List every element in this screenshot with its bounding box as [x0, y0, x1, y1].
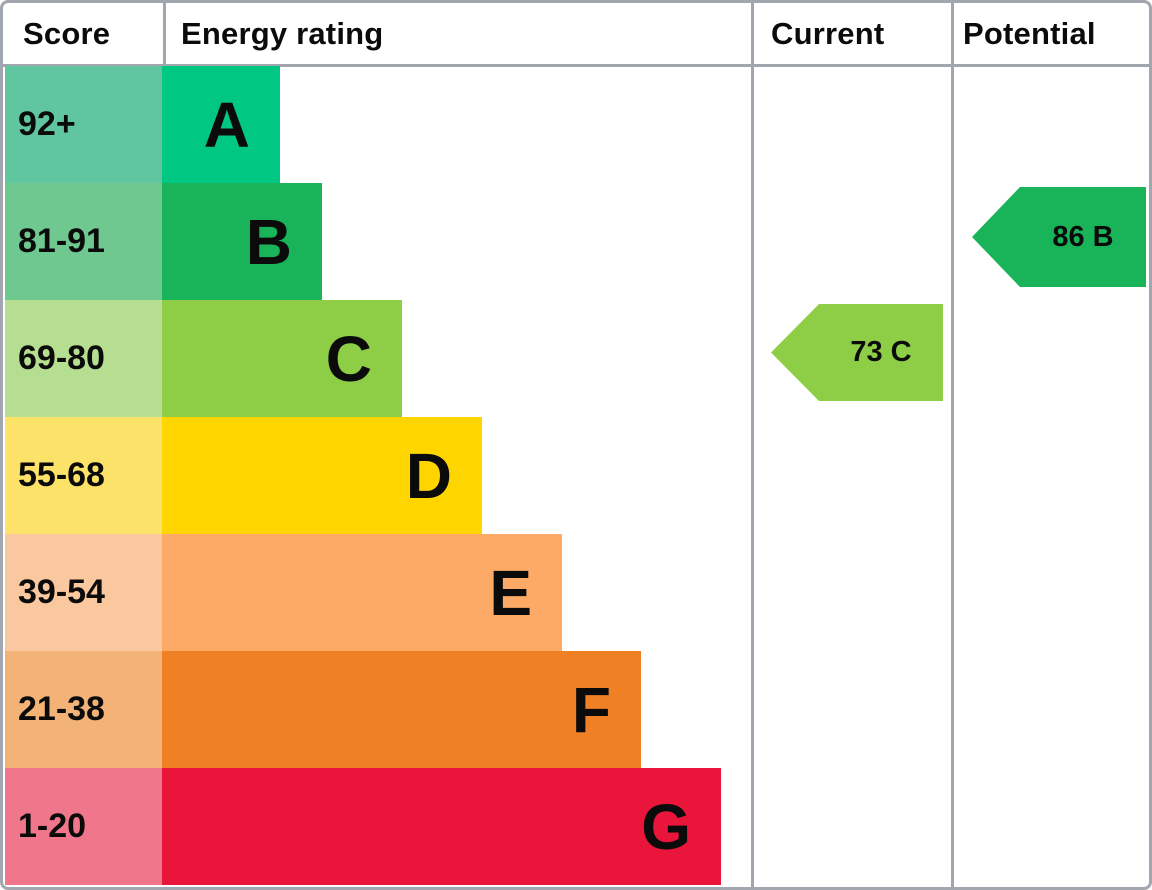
score-cell-f: 21-38 [5, 651, 162, 768]
score-range-c: 69-80 [18, 339, 105, 377]
header-potential: Potential [963, 15, 1096, 51]
band-row-a: 92+ A [5, 66, 721, 183]
score-cell-c: 69-80 [5, 300, 162, 417]
band-bar-b: B [162, 183, 322, 300]
score-cell-b: 81-91 [5, 183, 162, 300]
header-score: Score [23, 15, 111, 51]
band-bar-c: C [162, 300, 402, 417]
score-cell-g: 1-20 [5, 768, 162, 885]
band-letter-f: F [571, 673, 611, 746]
score-range-g: 1-20 [18, 807, 87, 845]
band-letter-e: E [489, 556, 532, 629]
band-letter-d: D [405, 439, 452, 512]
band-letter-a: A [203, 88, 250, 161]
header-underline [3, 64, 1149, 67]
band-row-f: 21-38 F [5, 651, 721, 768]
band-bar-f: F [162, 651, 641, 768]
header-energy-rating: Energy rating [181, 15, 384, 51]
potential-rating-label: 86 B [1052, 220, 1114, 253]
band-letter-g: G [641, 790, 691, 863]
band-row-e: 39-54 E [5, 534, 721, 651]
score-range-a: 92+ [18, 105, 76, 143]
score-range-b: 81-91 [18, 222, 105, 260]
band-bar-e: E [162, 534, 562, 651]
score-cell-a: 92+ [5, 66, 162, 183]
band-letter-b: B [245, 205, 292, 278]
score-cell-d: 55-68 [5, 417, 162, 534]
band-row-c: 69-80 C [5, 300, 721, 417]
band-row-b: 81-91 B [5, 183, 721, 300]
score-cell-e: 39-54 [5, 534, 162, 651]
band-bar-g: G [162, 768, 721, 885]
band-rows: 92+ A 81-91 B 69-80 C 55-68 [5, 66, 721, 885]
current-rating-arrow: 73 C [771, 304, 943, 401]
band-row-d: 55-68 D [5, 417, 721, 534]
band-bar-a: A [162, 66, 280, 183]
divider-score-energy [163, 3, 166, 66]
score-range-f: 21-38 [18, 690, 105, 728]
divider-energy-current [751, 3, 754, 887]
header-current: Current [771, 15, 885, 51]
current-rating-label: 73 C [850, 336, 912, 368]
divider-current-potential [951, 3, 954, 887]
score-range-d: 55-68 [18, 456, 105, 494]
band-letter-c: C [325, 322, 372, 395]
potential-rating-arrow: 86 B [972, 187, 1146, 287]
score-range-e: 39-54 [18, 573, 105, 611]
band-bar-d: D [162, 417, 482, 534]
band-row-g: 1-20 G [5, 768, 721, 885]
